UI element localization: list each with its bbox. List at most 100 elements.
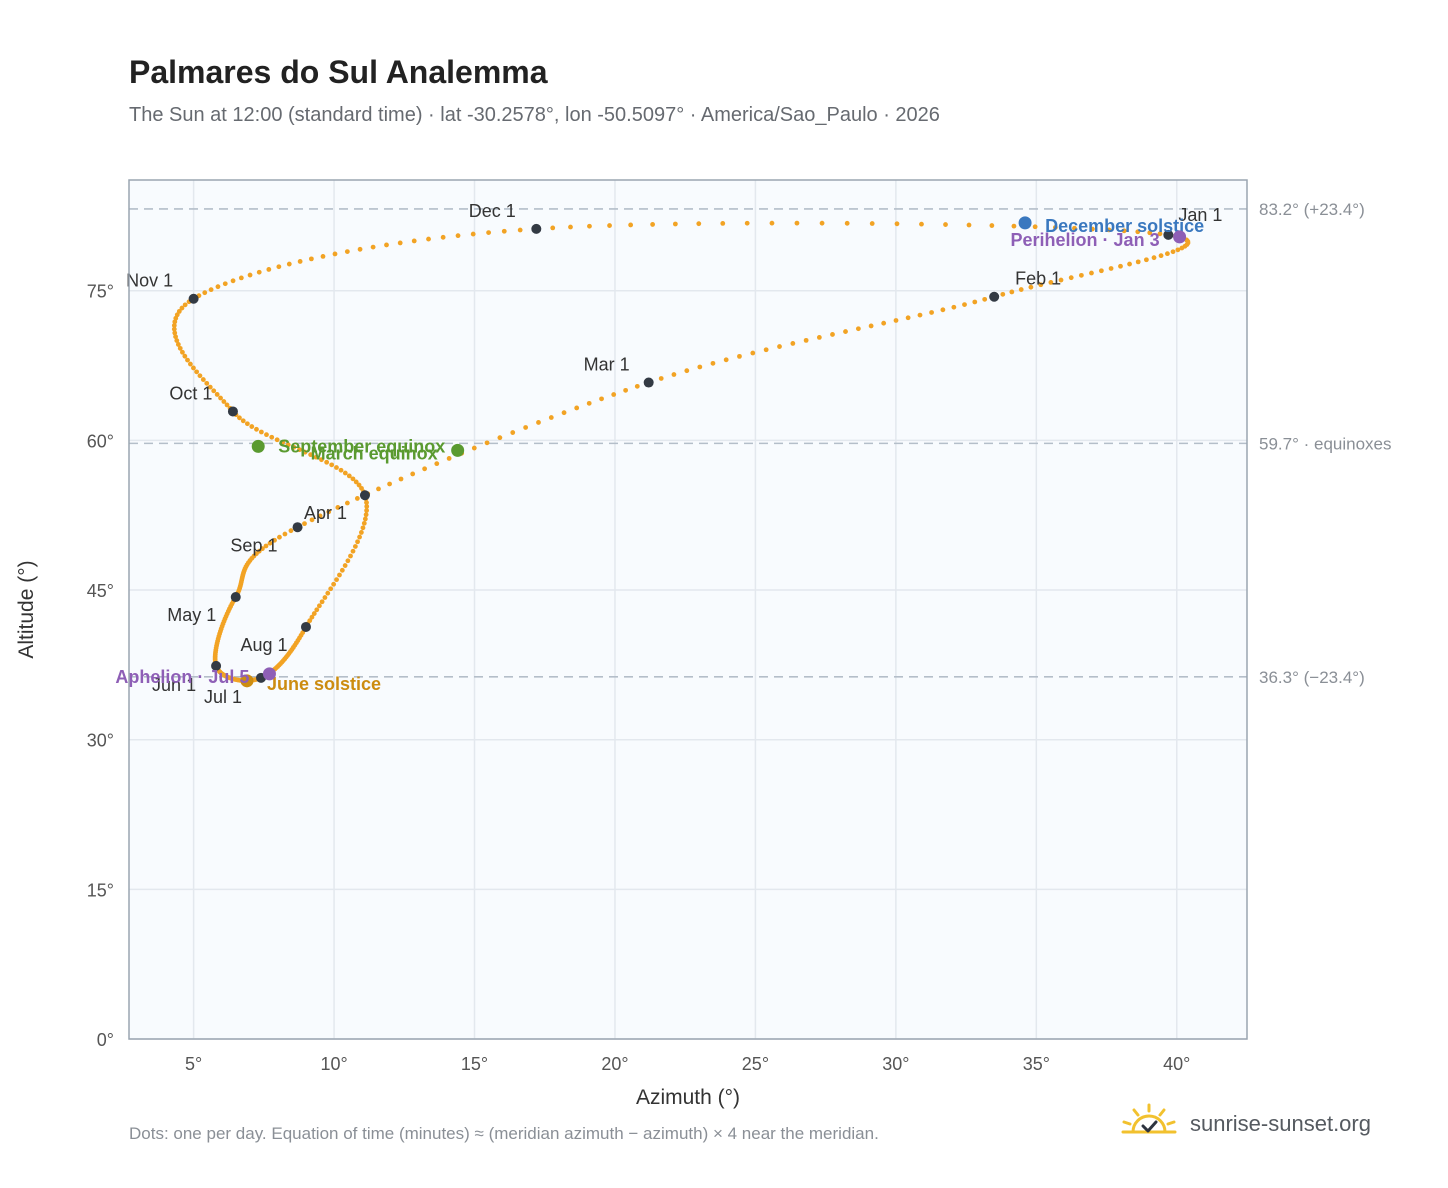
daily-dot [972,299,978,305]
daily-dot [794,220,800,226]
daily-dot [1118,263,1123,269]
daily-dot [207,384,213,390]
daily-dot [628,222,634,228]
reference-line-label: 36.3° (−23.4°) [1259,668,1365,687]
daily-dot [263,543,269,549]
event-label: September equinox [278,436,445,456]
event-marker [240,674,254,688]
daily-dot [313,454,319,460]
daily-dot [501,228,507,234]
daily-dot [387,481,392,487]
daily-dot [940,307,946,313]
daily-dot [247,272,253,278]
daily-dot [291,444,297,450]
daily-dot [269,434,275,440]
daily-dot [868,323,874,329]
daily-dot [280,439,286,445]
month-label: Dec 1 [469,201,516,221]
event-marker [1173,230,1187,244]
daily-dot [337,572,342,578]
daily-dot [816,334,822,340]
daily-dot [177,345,183,351]
daily-dot [324,459,330,465]
daily-dot [671,372,677,377]
x-tick-label: 40° [1163,1054,1190,1074]
daily-dot [710,360,716,366]
daily-dot [329,462,335,468]
x-tick-label: 10° [320,1054,347,1074]
daily-dot [267,540,273,546]
daily-dot [362,516,368,522]
daily-dot [929,310,934,315]
daily-dot [171,323,177,328]
daily-dot [277,534,282,540]
daily-dot [989,223,995,228]
brand[interactable]: sunrise-sunset.org [1120,1102,1371,1146]
daily-dot [893,318,899,323]
y-tick-label: 45° [87,581,114,601]
daily-dot [1078,272,1084,278]
daily-dot [222,281,228,287]
daily-dot [364,504,370,509]
month-label: Sep 1 [230,535,277,555]
x-tick-label: 30° [882,1054,909,1074]
daily-dot [1068,275,1074,281]
daily-dot [288,528,294,534]
y-tick-label: 0° [97,1030,114,1050]
daily-dot [194,369,200,375]
daily-dot [397,240,403,246]
y-axis-title: Altitude (°) [15,560,38,658]
daily-dot [550,225,556,231]
daily-dot [256,269,262,275]
daily-dot [182,302,188,308]
daily-dot [185,357,190,363]
daily-dot [179,305,185,311]
daily-dot [358,530,364,535]
daily-dot [249,424,255,429]
daily-dot [264,432,269,438]
daily-dot [1147,230,1153,236]
daily-dot [350,476,356,482]
daily-dot [218,395,223,401]
daily-dot [1011,223,1017,229]
daily-dot [345,558,351,564]
daily-dot [363,512,369,518]
daily-dot [1165,251,1170,257]
daily-dot [342,563,348,568]
month-label: Apr 1 [304,503,347,523]
daily-dot [326,509,332,515]
daily-dot [1143,257,1149,263]
daily-dot [254,426,259,432]
daily-dot [224,402,230,408]
month-marker [989,291,1000,302]
daily-dot [951,304,957,310]
daily-dot [1028,284,1034,290]
daily-dot [215,284,221,290]
daily-dot [335,505,341,510]
daily-dot [237,415,242,421]
daily-dot [611,392,617,397]
daily-dot [230,278,236,284]
daily-dot [334,465,339,470]
daily-dot [320,253,326,259]
daily-dot [302,521,307,527]
month-label: Aug 1 [240,635,287,655]
month-label: May 1 [167,605,216,625]
daily-dot [484,440,490,446]
daily-dot [356,482,362,488]
daily-dot [561,410,567,416]
daily-dot [1106,227,1112,233]
plot-frame [128,179,1248,1040]
y-tick-label: 30° [87,731,114,751]
month-marker [359,490,370,501]
daily-dot [398,476,404,482]
brand-name[interactable]: sunrise-sunset.org [1190,1111,1371,1136]
daily-dot [486,230,492,236]
daily-dot [1175,247,1181,253]
daily-dot [309,517,315,523]
daily-dot [744,220,750,226]
daily-dot [348,553,353,559]
daily-dot [697,364,703,370]
daily-dot [171,326,177,332]
